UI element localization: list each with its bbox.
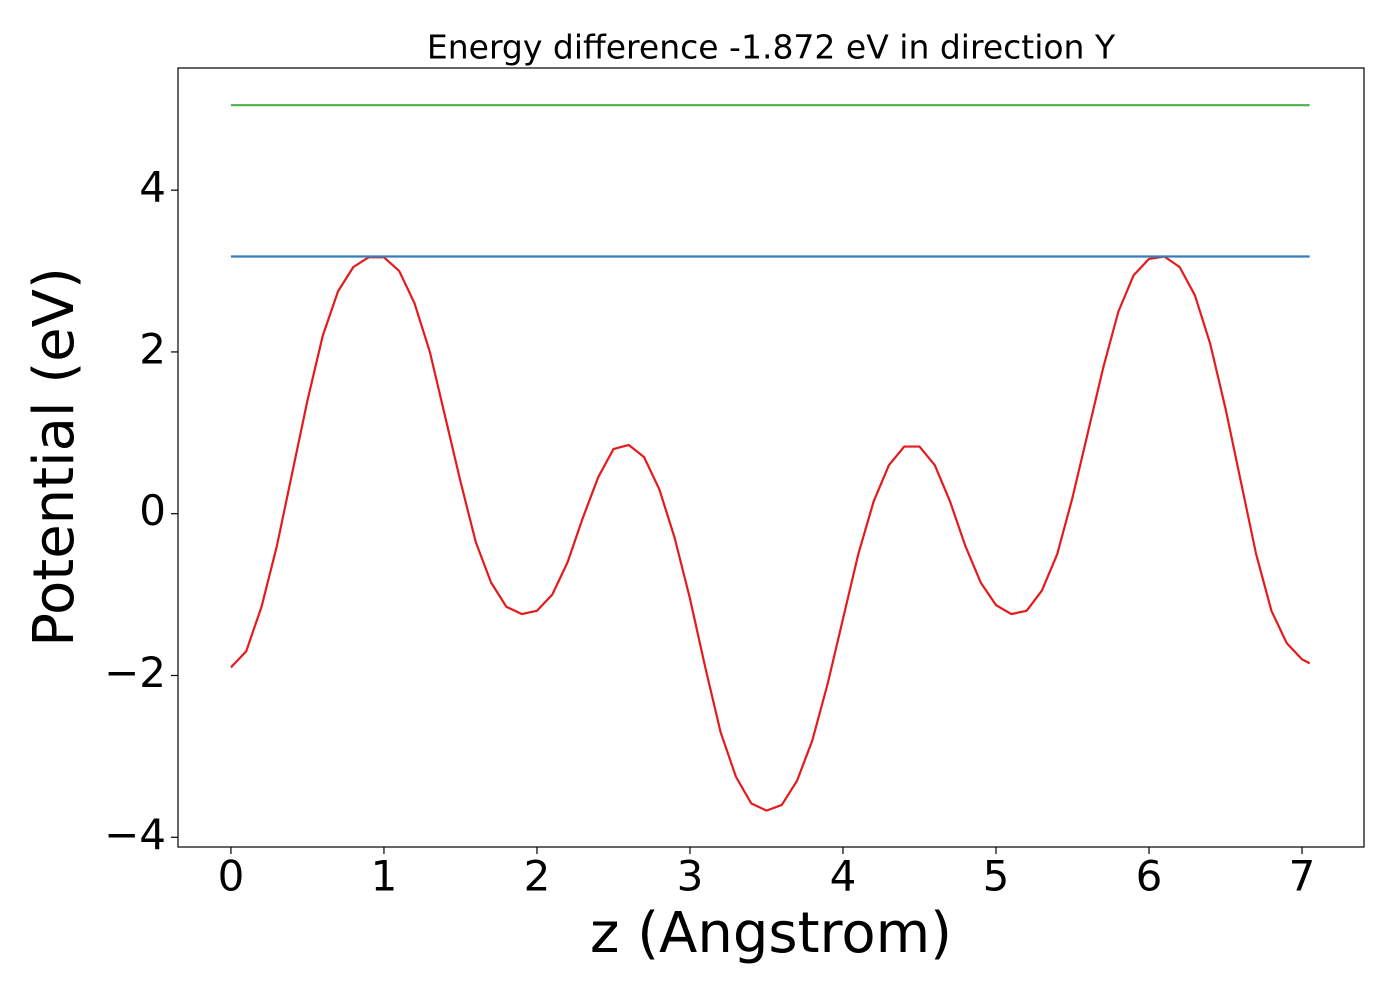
x-tick-label: 1 [371,852,398,901]
data-line [230,255,1311,812]
y-tick-label: 4 [139,163,166,212]
x-tick-label: 7 [1289,852,1316,901]
x-axis-label: z (Angstrom) [590,901,952,966]
x-tick-label: 0 [218,852,245,901]
x-tick-label: 3 [677,852,704,901]
chart-title: Energy difference -1.872 eV in direction… [427,28,1116,67]
y-tick-label: 0 [139,486,166,535]
y-tick-label: −4 [104,810,166,859]
x-tick-label: 4 [830,852,857,901]
plot-frame [177,67,1365,848]
y-tick-label: −2 [104,648,166,697]
x-tick-label: 5 [983,852,1010,901]
x-tick-label: 6 [1136,852,1163,901]
x-tick-label: 2 [524,852,551,901]
y-tick-label: 2 [139,324,166,373]
y-axis-label: Potential (eV) [22,267,87,647]
